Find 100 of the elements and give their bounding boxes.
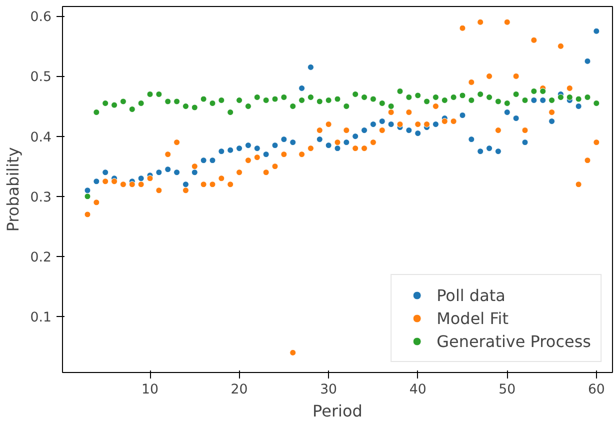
point	[388, 103, 394, 110]
point	[298, 84, 306, 92]
point	[432, 103, 439, 110]
point	[494, 98, 502, 105]
point	[307, 64, 314, 70]
point	[236, 97, 243, 104]
point	[575, 96, 582, 102]
point	[325, 97, 332, 104]
y-tick-label: 0.5	[30, 70, 52, 86]
point	[548, 118, 556, 125]
point	[111, 102, 118, 108]
point	[227, 181, 234, 188]
point	[272, 96, 278, 102]
point	[540, 97, 546, 104]
point	[244, 157, 252, 164]
point	[540, 88, 546, 94]
point	[468, 97, 475, 104]
point	[486, 145, 493, 152]
point	[298, 97, 306, 104]
point	[156, 169, 162, 176]
point	[191, 169, 198, 176]
point	[262, 169, 270, 176]
legend-label: Poll data	[436, 286, 506, 304]
point	[414, 92, 422, 99]
point	[432, 94, 439, 100]
legend-label: Generative Process	[436, 332, 591, 350]
point	[262, 97, 270, 104]
x-tick-label: 60	[588, 382, 605, 398]
point	[530, 36, 538, 44]
point	[361, 145, 368, 152]
point	[424, 98, 430, 105]
point	[370, 139, 376, 146]
point	[593, 28, 600, 34]
point	[262, 151, 270, 158]
point	[128, 106, 136, 113]
point	[388, 121, 394, 128]
point	[218, 175, 225, 182]
point	[236, 169, 243, 176]
point	[557, 42, 564, 50]
point	[334, 96, 341, 102]
point	[120, 98, 126, 105]
point	[548, 109, 556, 116]
x-axis-title: Period	[312, 402, 362, 420]
point	[200, 157, 207, 164]
point	[477, 18, 484, 26]
point	[548, 97, 556, 104]
point	[388, 109, 394, 116]
point	[138, 181, 144, 188]
point	[584, 94, 591, 100]
point	[424, 121, 430, 128]
point	[102, 178, 109, 185]
point	[432, 121, 439, 128]
point	[593, 100, 600, 107]
x-tick-label: 40	[409, 382, 426, 398]
point	[522, 127, 528, 134]
point	[84, 211, 91, 218]
point	[566, 94, 573, 100]
point	[209, 100, 216, 107]
point	[93, 109, 100, 116]
point	[138, 100, 144, 107]
point	[227, 109, 234, 116]
point	[200, 96, 207, 102]
point	[290, 103, 296, 110]
point	[406, 109, 412, 116]
point	[111, 178, 118, 185]
point	[298, 151, 306, 158]
point	[174, 139, 180, 146]
point	[156, 187, 162, 194]
point	[396, 88, 404, 94]
point	[290, 349, 296, 356]
point	[370, 96, 376, 102]
point	[361, 94, 368, 100]
point	[174, 169, 180, 176]
point	[459, 92, 466, 99]
point	[575, 103, 582, 110]
point	[557, 94, 564, 100]
point	[93, 178, 100, 185]
point	[182, 181, 189, 188]
point	[307, 145, 314, 152]
point	[272, 142, 278, 149]
point	[486, 72, 493, 80]
y-tick-label: 0.4	[30, 130, 52, 146]
point	[128, 181, 136, 188]
point	[459, 112, 466, 119]
point	[486, 94, 493, 100]
point	[494, 127, 502, 134]
point	[174, 98, 180, 105]
point	[280, 136, 288, 143]
y-tick-label: 0.1	[30, 310, 52, 326]
point	[244, 142, 252, 149]
point	[343, 139, 350, 146]
legend-label: Model Fit	[436, 308, 508, 328]
point	[378, 118, 386, 125]
point	[102, 100, 109, 107]
point	[272, 163, 278, 170]
point	[343, 103, 350, 110]
point	[164, 166, 172, 173]
point	[84, 187, 91, 194]
point	[334, 145, 341, 152]
x-tick-label: 50	[498, 382, 516, 398]
